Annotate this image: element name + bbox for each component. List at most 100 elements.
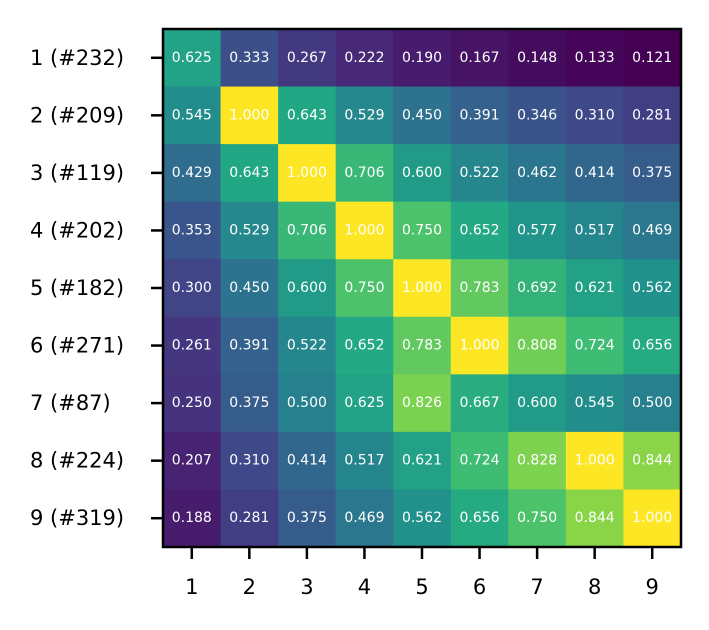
heatmap-cell: [335, 144, 394, 203]
cell-value-label: 0.656: [632, 338, 672, 354]
y-tick-label: 4 (#202): [30, 218, 124, 242]
heatmap-cell: [335, 201, 394, 260]
cell-value-label: 0.724: [460, 453, 500, 469]
heatmap-cell: [278, 259, 337, 318]
y-tick-label: 9 (#319): [30, 506, 124, 530]
heatmap-cell: [163, 86, 222, 145]
cell-value-label: 0.643: [229, 165, 269, 181]
cell-value-label: 0.600: [402, 165, 442, 181]
heatmap-cell: [163, 201, 222, 260]
cell-value-label: 0.167: [460, 50, 500, 66]
heatmap-cell: [450, 259, 509, 318]
cell-value-label: 0.844: [575, 510, 615, 526]
heatmap-cell: [335, 29, 394, 88]
cell-value-label: 0.692: [517, 280, 557, 296]
cell-value-label: 0.706: [287, 222, 327, 238]
cell-value-label: 0.469: [344, 510, 384, 526]
cell-value-label: 0.517: [344, 453, 384, 469]
cell-value-label: 0.828: [517, 453, 557, 469]
cell-value-label: 0.148: [517, 50, 557, 66]
heatmap-cell: [565, 201, 625, 260]
cell-value-label: 0.133: [575, 50, 615, 66]
heatmap-cell: [278, 431, 337, 491]
x-tick-label: 5: [415, 575, 428, 599]
heatmap-cell: [393, 201, 452, 260]
y-tick-label: 8 (#224): [30, 449, 124, 473]
heatmap-cell: [508, 29, 567, 88]
cell-value-label: 0.462: [517, 165, 557, 181]
cell-value-label: 0.450: [229, 280, 269, 296]
cell-value-label: 1.000: [575, 453, 615, 469]
heatmap-cell: [220, 259, 279, 318]
heatmap-cell: [450, 144, 509, 203]
cell-value-label: 0.222: [344, 50, 384, 66]
heatmap-cell: [278, 201, 337, 260]
cell-value-label: 1.000: [460, 338, 500, 354]
heatmap-cell: [335, 316, 394, 375]
cell-value-label: 0.391: [460, 107, 500, 123]
heatmap-cell: [278, 489, 337, 548]
y-tick-label: 5 (#182): [30, 276, 124, 300]
heatmap-cell: [565, 259, 625, 318]
cell-value-label: 1.000: [344, 222, 384, 238]
cell-value-label: 0.625: [344, 395, 384, 411]
cell-value-label: 0.333: [229, 50, 269, 66]
cell-value-label: 0.656: [460, 510, 500, 526]
cell-value-label: 0.562: [402, 510, 442, 526]
cell-value-label: 0.826: [402, 395, 442, 411]
cell-value-label: 0.450: [402, 107, 442, 123]
cell-value-label: 0.375: [632, 165, 672, 181]
y-tick-label: 6 (#271): [30, 334, 124, 358]
heatmap-cell: [450, 431, 509, 491]
y-tick-label: 7 (#87): [30, 391, 111, 415]
cell-value-label: 0.414: [575, 165, 615, 181]
cell-value-label: 0.353: [172, 222, 212, 238]
cell-value-label: 0.414: [287, 453, 327, 469]
cell-value-label: 0.652: [344, 338, 384, 354]
cell-value-label: 0.643: [287, 107, 327, 123]
cell-value-label: 0.621: [402, 453, 442, 469]
cell-value-label: 0.667: [460, 395, 500, 411]
heatmap-cell: [278, 86, 337, 145]
cell-value-label: 0.375: [287, 510, 327, 526]
cell-value-label: 0.783: [460, 280, 500, 296]
heatmap-cell: [278, 144, 337, 203]
cell-value-label: 0.562: [632, 280, 672, 296]
cell-value-label: 0.577: [517, 222, 557, 238]
heatmap-cell: [450, 489, 509, 548]
cell-value-label: 0.281: [632, 107, 672, 123]
x-tick-label: 6: [473, 575, 486, 599]
cell-value-label: 0.500: [287, 395, 327, 411]
cell-value-label: 0.750: [344, 280, 384, 296]
heatmap-cell: [450, 201, 509, 260]
heatmap-cell: [565, 144, 625, 203]
x-tick-label: 1: [185, 575, 198, 599]
x-tick-label: 4: [358, 575, 371, 599]
heatmap-cell: [623, 201, 682, 260]
heatmap-cell: [623, 144, 682, 203]
heatmap-cell: [335, 86, 394, 145]
cell-value-label: 0.188: [172, 510, 212, 526]
heatmap-cell: [220, 86, 279, 145]
heatmap-cell: [565, 86, 625, 145]
heatmap-cell-labels: 0.625 0.333 0.267 0.222 0.190 0.167 0.148 0.133…: [172, 50, 673, 526]
cell-value-label: 0.522: [287, 338, 327, 354]
x-axis: 1 2 3 4 5 6 7 8 9: [185, 547, 659, 599]
heatmap-cell: [278, 374, 337, 433]
x-tick-label: 2: [243, 575, 256, 599]
cell-value-label: 0.652: [460, 222, 500, 238]
x-tick-label: 8: [588, 575, 601, 599]
cell-value-label: 0.281: [229, 510, 269, 526]
cell-value-label: 0.600: [287, 280, 327, 296]
x-tick-label: 7: [530, 575, 543, 599]
heatmap-cells: [163, 29, 682, 548]
y-axis: 1 (#232) 2 (#209) 3 (#119) 4 (#202) 5 (#182)…: [30, 46, 163, 530]
heatmap-cell: [623, 316, 682, 375]
cell-value-label: 0.261: [172, 338, 212, 354]
cell-value-label: 1.000: [287, 165, 327, 181]
x-tick-label: 3: [300, 575, 313, 599]
heatmap-cell: [220, 29, 279, 88]
heatmap-cell: [278, 29, 337, 88]
cell-value-label: 0.429: [172, 165, 212, 181]
